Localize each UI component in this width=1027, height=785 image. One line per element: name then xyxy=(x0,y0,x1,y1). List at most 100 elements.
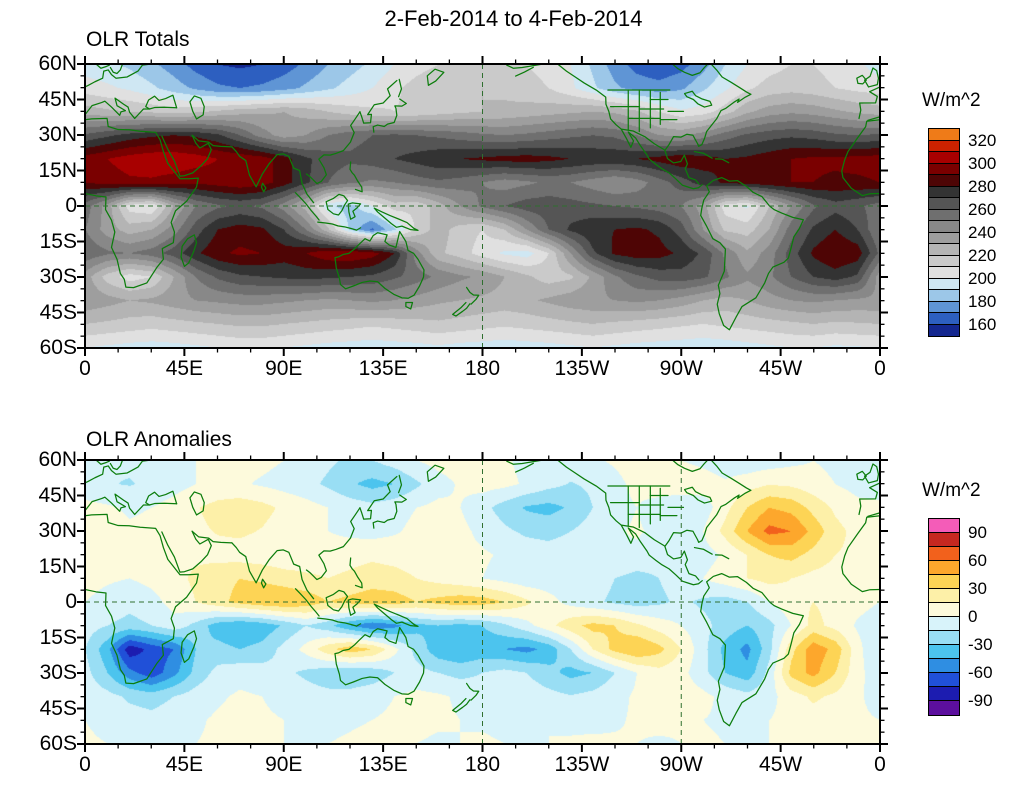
colorbar-box xyxy=(929,232,959,244)
lon-tick-label: 135W xyxy=(554,357,610,380)
colorbar-box xyxy=(929,301,959,313)
axis-frame xyxy=(77,56,888,356)
lat-tick-label: 30N xyxy=(38,123,77,146)
lat-tick-label: 15N xyxy=(38,158,77,182)
lon-tick-label: 45W xyxy=(759,753,803,776)
colorbar-box xyxy=(929,673,959,687)
colorbar-tick-label: 280 xyxy=(968,176,997,196)
lon-tick-label: 45W xyxy=(759,357,803,380)
lat-tick-label: 45S xyxy=(39,300,77,324)
lon-tick-label: 0 xyxy=(874,357,886,380)
lat-tick-label: 45N xyxy=(38,87,77,111)
lon-tick-label: 0 xyxy=(79,357,91,380)
lat-tick-label: 60N xyxy=(38,52,77,75)
colorbar-box xyxy=(929,645,959,659)
colorbar-box xyxy=(929,244,959,256)
lat-tick-label: 15S xyxy=(39,625,77,649)
lon-tick-label: 90E xyxy=(265,753,303,776)
lon-tick-label: 45E xyxy=(165,357,204,380)
lon-tick-label: 135E xyxy=(358,357,408,380)
lat-tick-label: 15N xyxy=(38,554,77,578)
colorbar-box xyxy=(929,221,959,233)
colorbar-box xyxy=(929,701,959,715)
colorbar-box xyxy=(929,175,959,187)
lat-tick-label: 0 xyxy=(65,590,77,613)
colorbar-box xyxy=(929,290,959,302)
lon-tick-label: 90W xyxy=(659,357,703,380)
colorbar-box xyxy=(929,659,959,673)
lon-tick-label: 90E xyxy=(265,357,303,380)
colorbar-tick-label: 0 xyxy=(968,607,978,626)
colorbar-tick-label: 180 xyxy=(968,291,997,311)
lat-tick-label: 60N xyxy=(38,448,77,471)
colorbar-tick-label: 240 xyxy=(968,222,997,242)
lat-tick-label: 30S xyxy=(39,661,77,684)
map-olr-anomalies xyxy=(77,452,888,752)
colorbar-tick-label: 90 xyxy=(968,523,987,542)
colorbar-unit-label: W/m^2 xyxy=(922,480,981,501)
colorbar-box xyxy=(929,324,959,336)
colorbar-olr-anomalies xyxy=(928,518,960,716)
colorbar-box xyxy=(929,631,959,645)
colorbar-box xyxy=(929,687,959,701)
colorbar-box xyxy=(929,140,959,152)
lon-tick-label: 45E xyxy=(165,753,204,776)
panel-title-olr-anomalies: OLR Anomalies xyxy=(86,428,232,451)
colorbar-box xyxy=(929,603,959,617)
colorbar-box xyxy=(929,129,959,141)
colorbar-tick-label: 60 xyxy=(968,551,987,570)
colorbar-tick-label: 300 xyxy=(968,153,997,173)
colorbar-tick-label: 260 xyxy=(968,199,997,219)
panel-title-olr-totals: OLR Totals xyxy=(86,28,190,51)
lat-tick-label: 0 xyxy=(65,194,77,217)
lon-tick-label: 135W xyxy=(554,753,610,776)
colorbar-unit-label: W/m^2 xyxy=(922,90,981,111)
colorbar-tick-label: 30 xyxy=(968,579,987,598)
coastline-overlay xyxy=(85,460,880,744)
colorbar-box xyxy=(929,209,959,221)
colorbar-box xyxy=(929,152,959,164)
colorbar-olr-totals xyxy=(928,128,960,337)
colorbar-tick-label: 220 xyxy=(968,245,997,265)
colorbar-box xyxy=(929,575,959,589)
colorbar-box xyxy=(929,313,959,325)
lat-tick-label: 60S xyxy=(39,732,77,755)
lon-tick-label: 135E xyxy=(358,753,408,776)
figure-title: 2-Feb-2014 to 4-Feb-2014 xyxy=(384,6,643,31)
colorbar-tick-label: 320 xyxy=(968,130,997,150)
lat-tick-label: 30S xyxy=(39,265,77,288)
colorbar-tick-label: 200 xyxy=(968,268,997,288)
colorbar-box xyxy=(929,533,959,547)
lon-tick-label: 180 xyxy=(464,753,501,776)
colorbar-box xyxy=(929,561,959,575)
colorbar-box xyxy=(929,255,959,267)
axis-frame xyxy=(77,452,888,752)
lat-tick-label: 30N xyxy=(38,519,77,542)
lon-tick-label: 90W xyxy=(659,753,703,776)
colorbar-box xyxy=(929,163,959,175)
colorbar-box xyxy=(929,198,959,210)
colorbar-box xyxy=(929,589,959,603)
lat-tick-label: 45S xyxy=(39,696,77,720)
map-olr-totals xyxy=(77,56,888,356)
colorbar-box xyxy=(929,278,959,290)
panel-olr-totals: OLR Totals 60N 45N 30N 15N 0 15S 30S 45S 60S 0 45… xyxy=(0,0,1027,392)
colorbar-tick-label: -30 xyxy=(968,635,993,654)
coastline-overlay xyxy=(85,64,880,348)
colorbar-box xyxy=(929,547,959,561)
colorbar-box xyxy=(929,267,959,279)
colorbar-tick-label: -60 xyxy=(968,663,993,682)
lat-tick-label: 15S xyxy=(39,229,77,253)
colorbar-tick-label: -90 xyxy=(968,691,993,710)
colorbar-box xyxy=(929,186,959,198)
colorbar-box xyxy=(929,519,959,533)
colorbar-box xyxy=(929,617,959,631)
lon-tick-label: 0 xyxy=(874,753,886,776)
lon-tick-label: 180 xyxy=(464,357,501,380)
colorbar-tick-label: 160 xyxy=(968,314,997,334)
panel-olr-anomalies: OLR Anomalies 60N 45N 30N 15N 0 15S 30S 45S 60S … xyxy=(0,392,1027,785)
lat-tick-label: 45N xyxy=(38,483,77,507)
lon-tick-label: 0 xyxy=(79,753,91,776)
lat-tick-label: 60S xyxy=(39,336,77,359)
